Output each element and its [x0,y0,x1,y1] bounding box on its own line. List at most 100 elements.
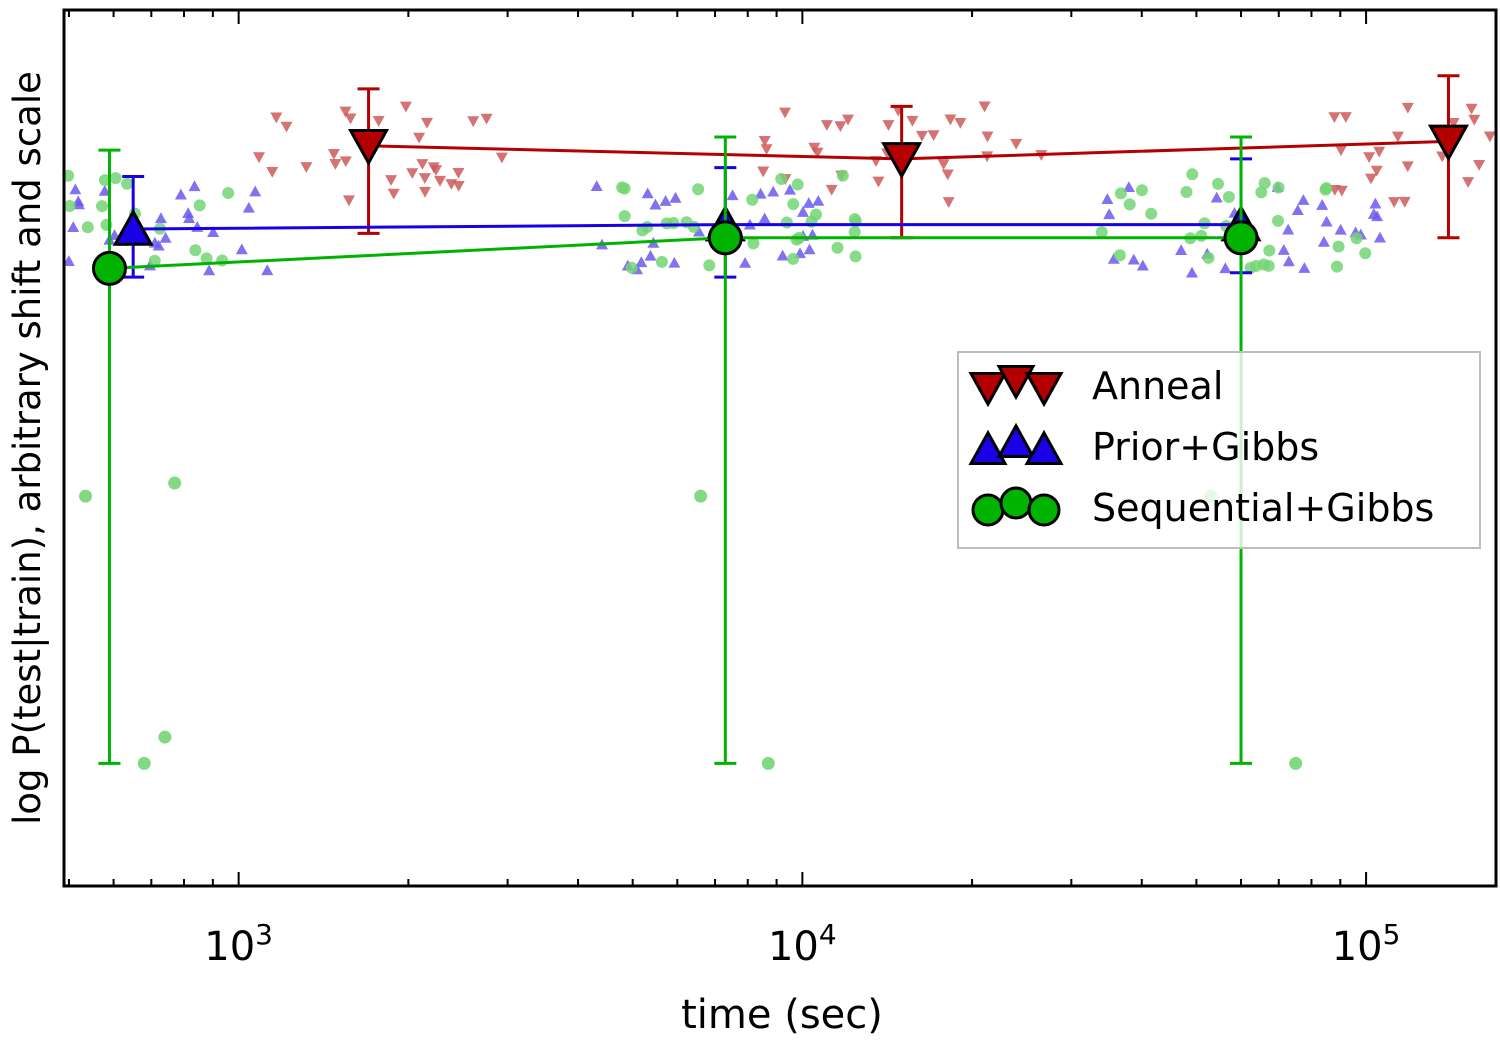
sample-point-1-2-18 [1127,253,1140,265]
sample-point-0-0-29 [342,195,355,207]
sample-point-1-1-9 [812,194,825,206]
x-axis-label: time (sec) [681,992,883,1038]
sample-point-0-0-8 [280,121,293,133]
sample-point-2-2-25 [1145,207,1158,220]
sample-point-0-1-5 [906,115,919,127]
sample-point-2-1-12 [660,217,673,230]
legend-marker-1-2 [1024,429,1064,465]
sample-point-1-1-19 [739,257,752,268]
legend-marker-0-1 [996,365,1036,401]
sample-point-0-0-1 [399,101,412,113]
sample-point-0-1-24 [842,114,855,126]
sample-point-1-2-6 [1334,223,1347,235]
sample-point-2-2-13 [1186,168,1199,181]
sample-point-2-0-1 [148,254,161,267]
legend-marker-2-0 [971,493,1005,527]
sample-point-2-2-26 [1320,182,1333,195]
mean-marker-2-1 [707,220,743,256]
sample-point-0-0-11 [427,162,440,174]
sample-point-0-0-23 [418,186,431,198]
sample-point-0-2-7 [1462,177,1475,188]
sample-point-1-2-29 [1136,259,1149,271]
sample-point-0-1-28 [954,118,967,129]
sample-point-1-0-18 [261,264,274,276]
legend-label-prior-gibbs: Prior+Gibbs [1092,425,1319,469]
sample-point-0-0-0 [406,168,419,180]
sample-point-1-1-4 [641,187,654,199]
sample-point-1-0-28 [242,201,255,213]
sample-point-2-0-5 [200,252,213,265]
sample-point-1-1-7 [796,206,809,217]
sample-point-2-0-16 [81,221,94,234]
sample-point-0-0-15 [452,180,465,192]
sample-point-2-0-6 [98,174,111,187]
legend-marker-0-0 [968,372,1008,408]
sample-point-2-2-7 [1255,186,1268,199]
sample-point-1-1-26 [802,197,815,208]
sample-point-1-0-22 [188,180,201,192]
sample-point-2-0-22 [222,186,235,199]
sample-point-0-2-1 [1388,197,1401,208]
sample-point-2-1-15 [618,182,631,195]
sample-point-0-2-12 [1335,145,1348,157]
sample-point-1-2-17 [1103,208,1116,220]
sample-point-2-2-19 [1350,232,1363,245]
sample-point-0-2-19 [1473,160,1486,171]
sample-point-0-0-7 [385,175,398,186]
sample-point-1-2-10 [1369,197,1382,209]
sample-point-2-2-4 [1095,226,1108,239]
mean-marker-2-0 [91,250,127,286]
sample-point-1-1-1 [783,183,796,195]
sample-point-1-0-24 [174,188,187,200]
sample-point-0-1-3 [872,176,885,188]
sample-point-0-1-6 [927,130,940,142]
sample-point-2-1-28 [703,259,716,272]
sample-point-1-2-5 [1107,252,1120,264]
sample-point-2-2-12 [1113,249,1126,262]
sample-point-1-2-23 [1316,199,1329,210]
sample-point-2-2-3 [1359,247,1372,260]
sample-point-0-0-25 [416,159,429,170]
sample-point-2-0-25 [63,199,76,212]
mean-marker-1-0 [112,208,154,246]
sample-point-1-1-0 [659,195,672,206]
sample-point-2-1-2 [618,210,631,223]
sample-point-2-1-23 [787,198,800,211]
sample-point-2-1-27 [747,237,760,250]
sample-point-2-2-15 [1212,177,1225,190]
sample-point-0-1-16 [834,121,847,133]
sample-point-1-0-6 [203,264,216,276]
sample-point-2-1-16 [625,261,638,274]
legend-marker-0-2 [1024,372,1064,408]
sample-point-1-0-4 [182,207,195,219]
sample-point-1-2-13 [1282,255,1295,267]
sample-point-0-0-19 [434,175,447,187]
sample-point-1-2-3 [1291,204,1304,216]
sample-point-2-2-22 [1250,259,1263,272]
sample-point-0-0-20 [344,113,357,125]
sample-point-2-1-22 [780,216,793,229]
outlier-point-2-5 [761,756,775,770]
legend-markers [968,365,1064,527]
sample-point-0-1-7 [760,144,773,156]
sample-point-1-1-2 [726,189,739,201]
sample-point-2-1-9 [836,169,849,182]
sample-point-0-2-21 [1335,185,1348,197]
sample-point-2-1-29 [848,213,861,226]
sample-point-2-2-20 [1263,244,1276,257]
sample-point-1-2-8 [1122,181,1135,192]
ticks-layer: 103 104 105 [67,10,1400,970]
sample-point-0-0-14 [339,156,352,168]
sample-point-0-0-4 [420,117,433,129]
sample-point-1-1-28 [767,185,780,197]
sample-point-2-2-10 [1262,259,1275,272]
outlier-point-2-1 [168,476,182,490]
sample-point-1-2-20 [1219,262,1232,274]
x-tick-label-0: 103 [204,918,273,970]
sample-point-2-2-21 [1272,214,1285,227]
x-tick-label-1: 104 [768,918,837,970]
sample-point-0-2-18 [1398,196,1411,208]
sample-point-2-1-24 [775,173,788,186]
outlier-point-2-7 [1289,756,1303,770]
sample-point-0-0-17 [327,149,340,160]
